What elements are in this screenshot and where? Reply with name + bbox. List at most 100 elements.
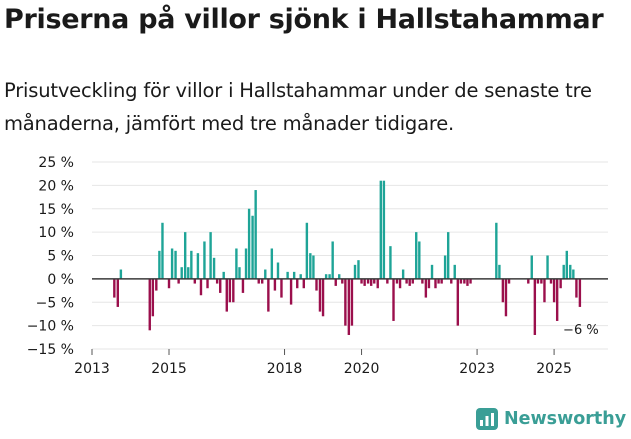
- bar: [334, 278, 337, 286]
- y-tick-label: −15 %: [27, 342, 74, 358]
- y-axis-tick-labels: 25 % 20 % 15 % 10 % 5 % 0 % −5 % −10 % −15 %: [27, 155, 74, 358]
- bar: [273, 278, 277, 291]
- bar: [453, 264, 456, 279]
- bar: [338, 274, 341, 279]
- x-tick-label: 2013: [74, 361, 110, 377]
- bar: [328, 274, 331, 279]
- chart-subtitle: Prisutveckling för villor i Hallstahamma…: [4, 79, 592, 135]
- bar: [418, 241, 421, 279]
- bar: [533, 278, 537, 335]
- bar: [350, 278, 354, 326]
- x-tick-label: 2020: [344, 361, 380, 377]
- bar-chart: 25 % 20 % 15 % 10 % 5 % 0 % −5 % −10 % −15 % 201…: [27, 155, 608, 377]
- bar: [562, 264, 565, 279]
- x-axis-ticks: 2013 2015 2018 2020 2023 2025: [74, 349, 572, 377]
- x-tick-label: 2015: [151, 361, 187, 377]
- bar: [424, 278, 428, 298]
- last-value-label: −6 %: [563, 323, 599, 338]
- bar: [450, 278, 453, 284]
- bar: [504, 278, 508, 317]
- bar: [398, 278, 402, 289]
- bar: [392, 278, 395, 321]
- bar: [405, 278, 408, 284]
- y-tick-label: 25 %: [38, 155, 74, 171]
- bar: [344, 278, 347, 326]
- y-tick-label: 15 %: [38, 202, 74, 218]
- bar: [572, 269, 575, 279]
- bar: [463, 278, 466, 284]
- bar: [578, 278, 582, 307]
- newsworthy-logo-icon: [476, 408, 498, 430]
- bar: [238, 267, 241, 279]
- bar: [536, 278, 540, 284]
- bar: [177, 278, 180, 284]
- bar: [501, 278, 505, 303]
- bar: [373, 278, 376, 284]
- y-tick-label: 10 %: [38, 225, 74, 241]
- bar: [321, 278, 325, 317]
- bar-series: [113, 180, 582, 335]
- bar: [379, 180, 383, 279]
- bar: [270, 248, 274, 279]
- bar: [552, 278, 556, 303]
- bar: [469, 278, 472, 284]
- bar: [395, 278, 399, 284]
- bar: [427, 278, 431, 289]
- bar: [389, 246, 392, 279]
- bar: [546, 255, 549, 279]
- bar: [264, 269, 267, 279]
- bar: [318, 278, 322, 312]
- bar: [219, 278, 222, 293]
- bar: [411, 278, 414, 284]
- bar: [507, 278, 511, 284]
- bar: [116, 278, 119, 307]
- bar: [167, 278, 171, 289]
- bar: [495, 222, 498, 279]
- bar: [549, 278, 553, 284]
- bar: [324, 274, 328, 279]
- bar: [331, 241, 334, 279]
- bar: [225, 278, 228, 312]
- bar: [309, 253, 312, 279]
- bar: [289, 278, 293, 305]
- bar: [575, 278, 578, 298]
- bar: [251, 215, 254, 279]
- bar: [540, 278, 543, 284]
- bar: [543, 278, 546, 303]
- bar: [527, 278, 530, 284]
- bar: [212, 257, 216, 279]
- y-tick-label: 5 %: [47, 249, 74, 265]
- bar: [222, 271, 225, 279]
- bar: [155, 278, 158, 291]
- brand-name: Newsworthy: [504, 409, 627, 429]
- bar: [315, 278, 318, 291]
- bar: [228, 278, 232, 303]
- bar: [235, 248, 238, 279]
- bar: [148, 278, 151, 331]
- bar: [276, 262, 280, 279]
- bar: [241, 278, 245, 293]
- bar: [443, 255, 447, 279]
- bar: [430, 264, 434, 279]
- bar: [401, 269, 405, 279]
- bar: [286, 271, 289, 279]
- bar: [280, 278, 283, 298]
- bar: [382, 180, 386, 279]
- bar: [459, 278, 463, 284]
- bar: [244, 248, 248, 279]
- bar: [466, 278, 469, 286]
- bar: [347, 278, 351, 335]
- bar: [555, 278, 559, 321]
- bar: [215, 278, 219, 284]
- bar: [312, 255, 315, 279]
- bar: [113, 278, 116, 298]
- bar: [296, 278, 299, 289]
- bar: [446, 232, 450, 279]
- bar: [203, 241, 206, 279]
- bar: [174, 250, 177, 279]
- bar: [190, 250, 193, 279]
- bar: [161, 222, 164, 279]
- bar: [254, 190, 257, 279]
- bar: [369, 278, 373, 286]
- bar: [193, 278, 197, 284]
